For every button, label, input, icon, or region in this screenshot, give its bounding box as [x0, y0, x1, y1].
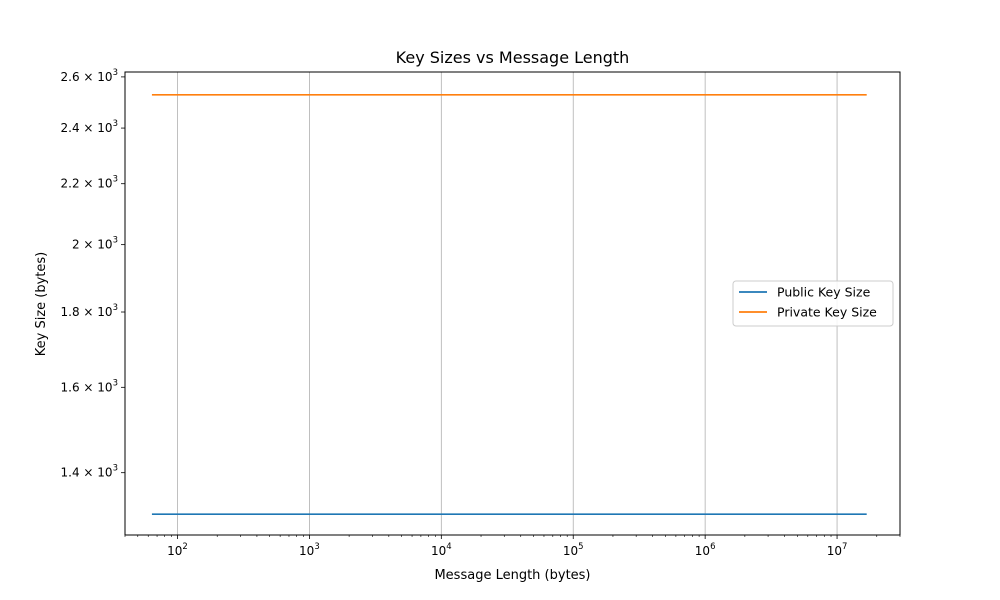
x-tick-label: 106	[695, 542, 716, 558]
x-tick-label: 104	[431, 542, 452, 558]
y-tick-label: 2.2 × 103	[61, 175, 118, 191]
x-tick-label: 105	[563, 542, 584, 558]
y-axis: 1.4 × 103 1.6 × 103 1.8 × 103 2 × 103 2.2 × …	[61, 68, 125, 480]
x-tick-label: 102	[167, 542, 188, 558]
legend-label: Public Key Size	[777, 285, 871, 300]
x-axis: 102 103 104 105 106 107	[124, 535, 901, 558]
plot-area-frame	[124, 71, 901, 536]
x-tick-label: 107	[827, 542, 848, 558]
x-tick-label: 103	[299, 542, 320, 558]
legend-box	[732, 280, 894, 327]
y-tick-label: 1.8 × 103	[61, 303, 118, 319]
legend-label: Private Key Size	[777, 305, 877, 320]
y-tick-label: 2.4 × 103	[61, 119, 118, 135]
y-tick-label: 1.6 × 103	[61, 378, 118, 394]
x-axis-label: Message Length (bytes)	[434, 568, 590, 583]
legend: Public Key Size Private Key Size	[732, 280, 894, 327]
chart-title: Key Sizes vs Message Length	[396, 48, 630, 67]
y-tick-label: 2 × 103	[72, 236, 118, 252]
y-axis-label: Key Size (bytes)	[34, 252, 49, 356]
y-tick-label: 2.6 × 103	[61, 68, 118, 84]
y-tick-label: 1.4 × 103	[61, 464, 118, 480]
series-lines	[151, 94, 867, 516]
